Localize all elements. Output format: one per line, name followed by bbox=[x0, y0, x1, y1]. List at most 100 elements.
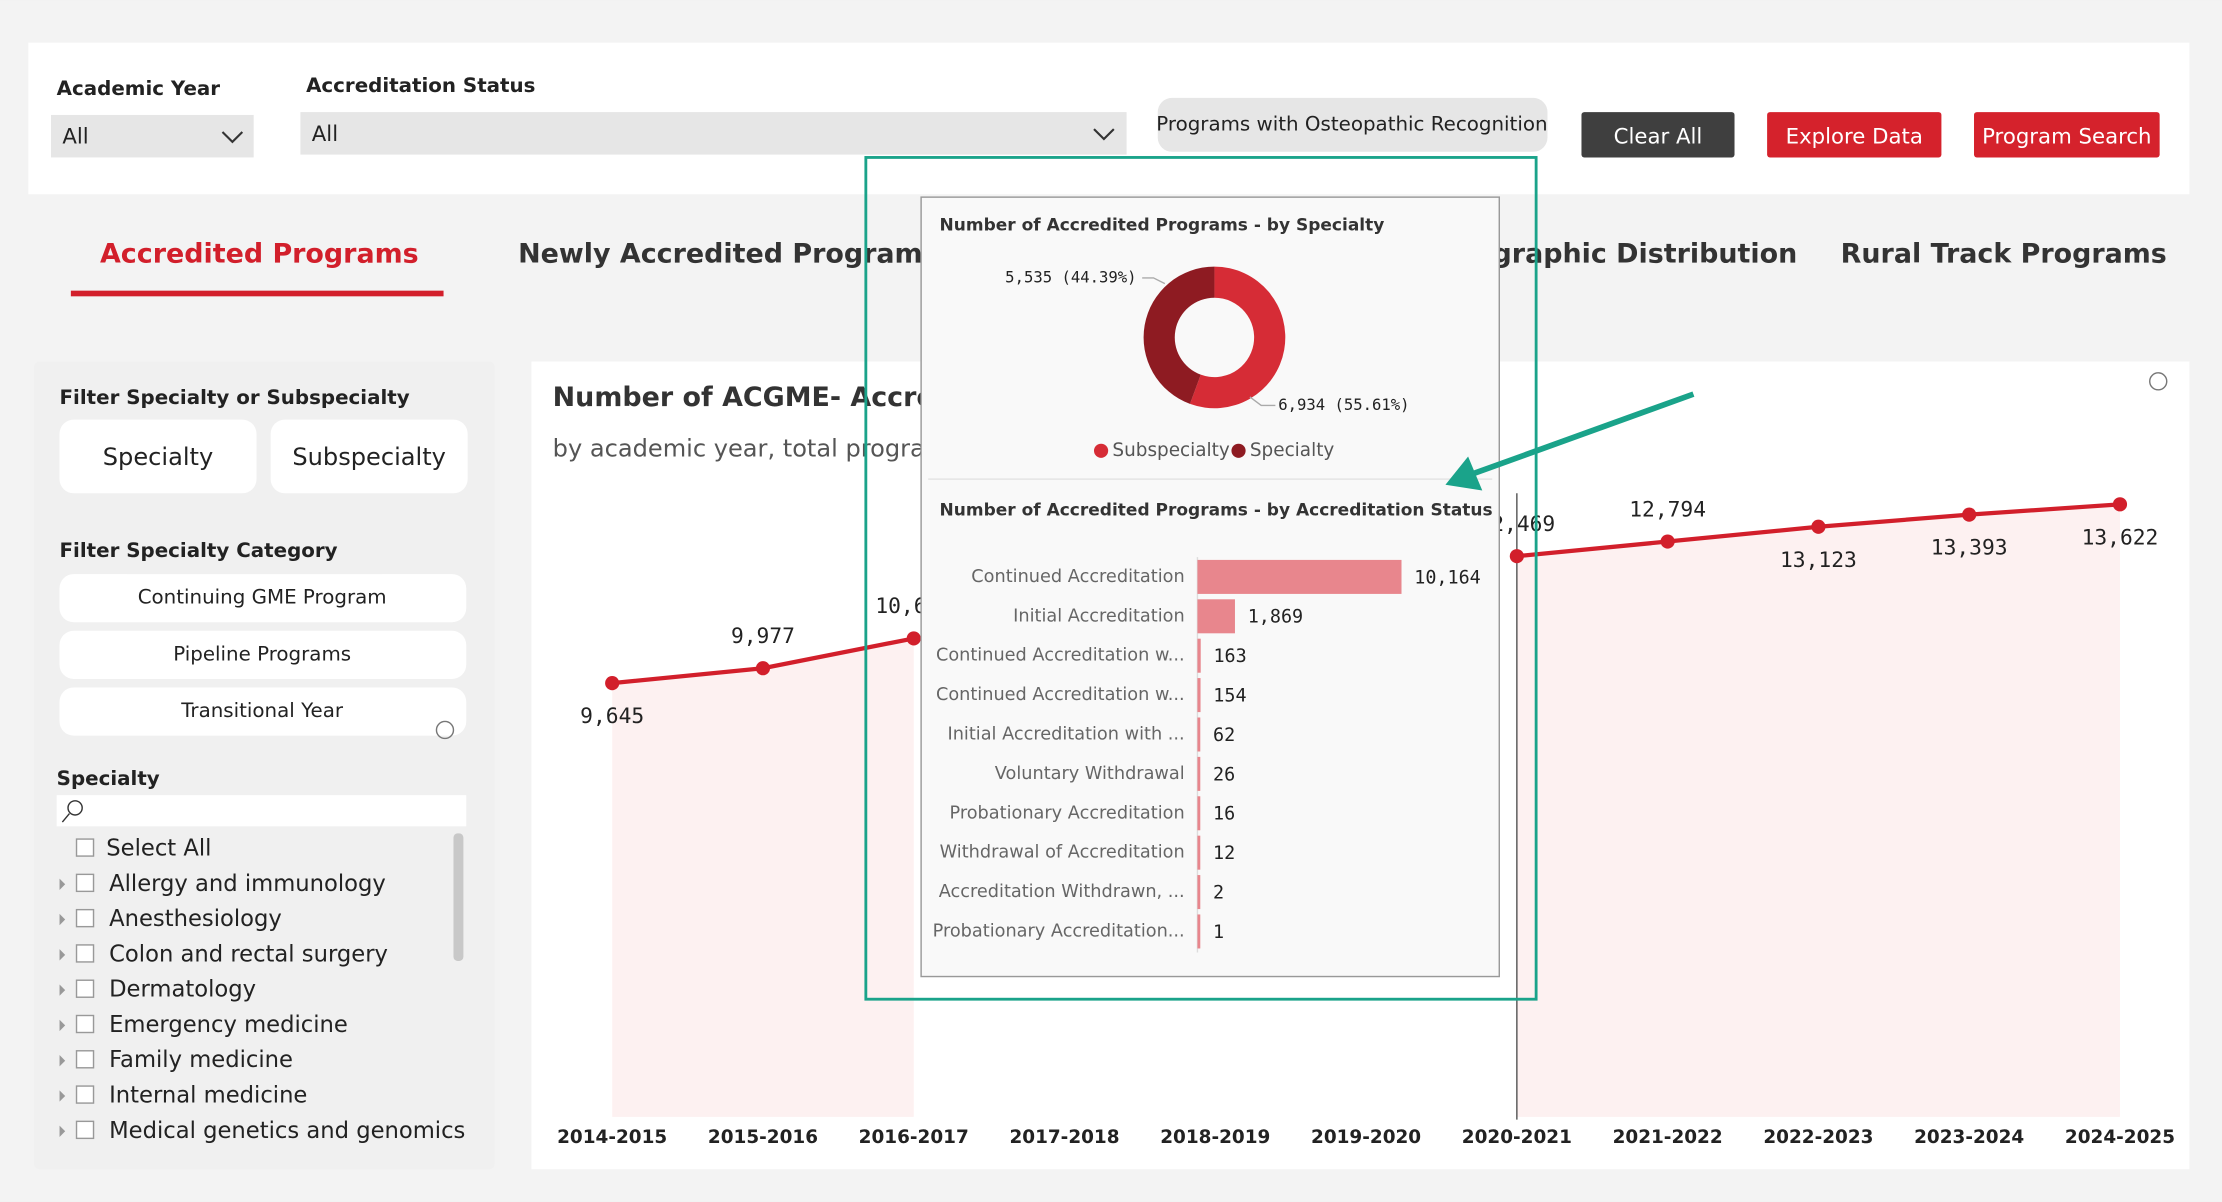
dropdown[interactable] bbox=[51, 114, 254, 158]
legend-label: Subspecialty bbox=[1112, 440, 1229, 461]
bar bbox=[1197, 835, 1201, 870]
area bbox=[1516, 504, 2120, 1117]
button[interactable] bbox=[1767, 112, 1942, 158]
checkbox[interactable] bbox=[75, 1085, 95, 1104]
dropdown[interactable] bbox=[300, 112, 1127, 155]
point bbox=[605, 676, 620, 691]
button[interactable] bbox=[1974, 112, 2160, 158]
point bbox=[1660, 534, 1675, 549]
data-label: 16 bbox=[1213, 804, 1235, 825]
area bbox=[612, 638, 914, 1117]
data-label: 2 bbox=[1213, 882, 1224, 903]
expand-arrow bbox=[59, 949, 66, 961]
search-box[interactable] bbox=[56, 795, 467, 827]
expand-arrow bbox=[59, 913, 66, 926]
data-label: 12,794 bbox=[1629, 497, 1706, 522]
y-tick-label: Continued Accreditation bbox=[971, 567, 1184, 587]
pie-slice bbox=[1143, 266, 1215, 404]
point bbox=[1811, 519, 1826, 534]
x-tick-label: 2015-2016 bbox=[708, 1127, 818, 1148]
checkbox[interactable] bbox=[75, 1120, 95, 1140]
x-tick-label: 2019-2020 bbox=[1311, 1127, 1421, 1148]
y-tick-label: Initial Accreditation bbox=[1013, 606, 1185, 626]
dropdown-value: All bbox=[62, 125, 88, 150]
bar bbox=[1197, 914, 1201, 949]
bar bbox=[1197, 717, 1201, 752]
button[interactable] bbox=[1157, 97, 1548, 152]
search-icon bbox=[67, 800, 83, 816]
chart-title: Number of Accredited Programs - by Speci… bbox=[940, 215, 1385, 235]
tab[interactable]: Rural Track Programs bbox=[1841, 239, 2167, 270]
data-label: 1,869 bbox=[1248, 607, 1303, 628]
x-tick-label: 2024-2025 bbox=[2065, 1127, 2175, 1148]
data-label: 13,123 bbox=[1780, 548, 1857, 573]
y-tick-label: Voluntary Withdrawal bbox=[995, 764, 1185, 784]
y-tick-label: Continued Accreditation w... bbox=[936, 646, 1185, 666]
checkbox[interactable] bbox=[75, 908, 95, 928]
category-button[interactable] bbox=[59, 687, 467, 736]
filter-label: Accreditation Status bbox=[306, 74, 535, 97]
checkbox[interactable] bbox=[75, 838, 95, 857]
toggle-button[interactable] bbox=[59, 419, 257, 494]
specialty-item: Select All bbox=[106, 835, 211, 861]
dropdown-value: All bbox=[312, 122, 338, 147]
point bbox=[906, 631, 921, 646]
category-label: Continuing GME Program bbox=[138, 586, 387, 609]
checkbox[interactable] bbox=[75, 873, 95, 893]
specialty-item: Emergency medicine bbox=[109, 1012, 348, 1038]
pie-slice bbox=[1189, 266, 1286, 409]
category-label: Pipeline Programs bbox=[173, 642, 351, 665]
legend-swatch bbox=[1093, 443, 1109, 458]
bar bbox=[1197, 599, 1235, 634]
category-button[interactable] bbox=[59, 574, 467, 623]
chart-title: Number of Accredited Programs - by Accre… bbox=[940, 500, 1493, 520]
checkbox[interactable] bbox=[75, 944, 95, 963]
data-label: 12 bbox=[1213, 843, 1235, 864]
expand-arrow bbox=[59, 984, 66, 996]
x-tick-label: 2018-2019 bbox=[1160, 1127, 1270, 1148]
specialty-item: Internal medicine bbox=[109, 1082, 307, 1108]
point bbox=[2112, 497, 2128, 512]
x-tick-label: 2016-2017 bbox=[859, 1127, 969, 1148]
button-label: Programs with Osteopathic Recognition bbox=[1156, 112, 1547, 135]
button[interactable] bbox=[1581, 112, 1735, 158]
point bbox=[1509, 549, 1524, 564]
checkbox[interactable] bbox=[75, 1014, 95, 1034]
expand-arrow bbox=[59, 1055, 66, 1067]
toggle-label: Subspecialty bbox=[292, 443, 446, 471]
data-label: 154 bbox=[1213, 686, 1246, 707]
expand-arrow bbox=[59, 1019, 66, 1032]
specialty-item: Medical genetics and genomics bbox=[109, 1118, 465, 1144]
y-tick-label: Continued Accreditation w... bbox=[936, 685, 1185, 705]
toggle-button[interactable] bbox=[270, 419, 468, 494]
data-label: 13,622 bbox=[2082, 525, 2159, 550]
specialty-item: Family medicine bbox=[109, 1047, 293, 1073]
specialty-item: Colon and rectal surgery bbox=[109, 941, 388, 967]
checkbox[interactable] bbox=[75, 1050, 95, 1069]
category-button[interactable] bbox=[59, 630, 467, 679]
category-label: Transitional Year bbox=[180, 699, 344, 722]
data-label: 163 bbox=[1213, 646, 1246, 667]
arrowhead bbox=[1445, 456, 1483, 491]
leader-line bbox=[1249, 396, 1276, 407]
section-title: Filter Specialty or Subspecialty bbox=[60, 386, 410, 409]
arrow bbox=[1472, 391, 1695, 477]
data-label: 26 bbox=[1213, 764, 1235, 785]
tab[interactable]: Newly Accredited Programs bbox=[518, 239, 938, 270]
x-tick-label: 2021-2022 bbox=[1613, 1127, 1723, 1148]
data-label: 9,645 bbox=[580, 704, 644, 729]
tab[interactable]: Accredited Programs bbox=[100, 239, 419, 270]
help-icon bbox=[2149, 372, 2168, 391]
bar bbox=[1197, 678, 1201, 713]
x-tick-label: 2022-2023 bbox=[1763, 1127, 1873, 1148]
expand-arrow bbox=[59, 1090, 66, 1102]
x-tick-label: 2020-2021 bbox=[1462, 1127, 1572, 1148]
specialty-item: Dermatology bbox=[109, 977, 256, 1003]
y-tick-label: Accreditation Withdrawn, ... bbox=[939, 882, 1185, 902]
checkbox[interactable] bbox=[75, 979, 95, 998]
data-label: 9,977 bbox=[731, 624, 795, 649]
leader-line bbox=[1142, 277, 1166, 285]
y-tick-label: Withdrawal of Accreditation bbox=[940, 843, 1185, 863]
legend-swatch bbox=[1231, 443, 1246, 458]
bar bbox=[1197, 638, 1201, 673]
